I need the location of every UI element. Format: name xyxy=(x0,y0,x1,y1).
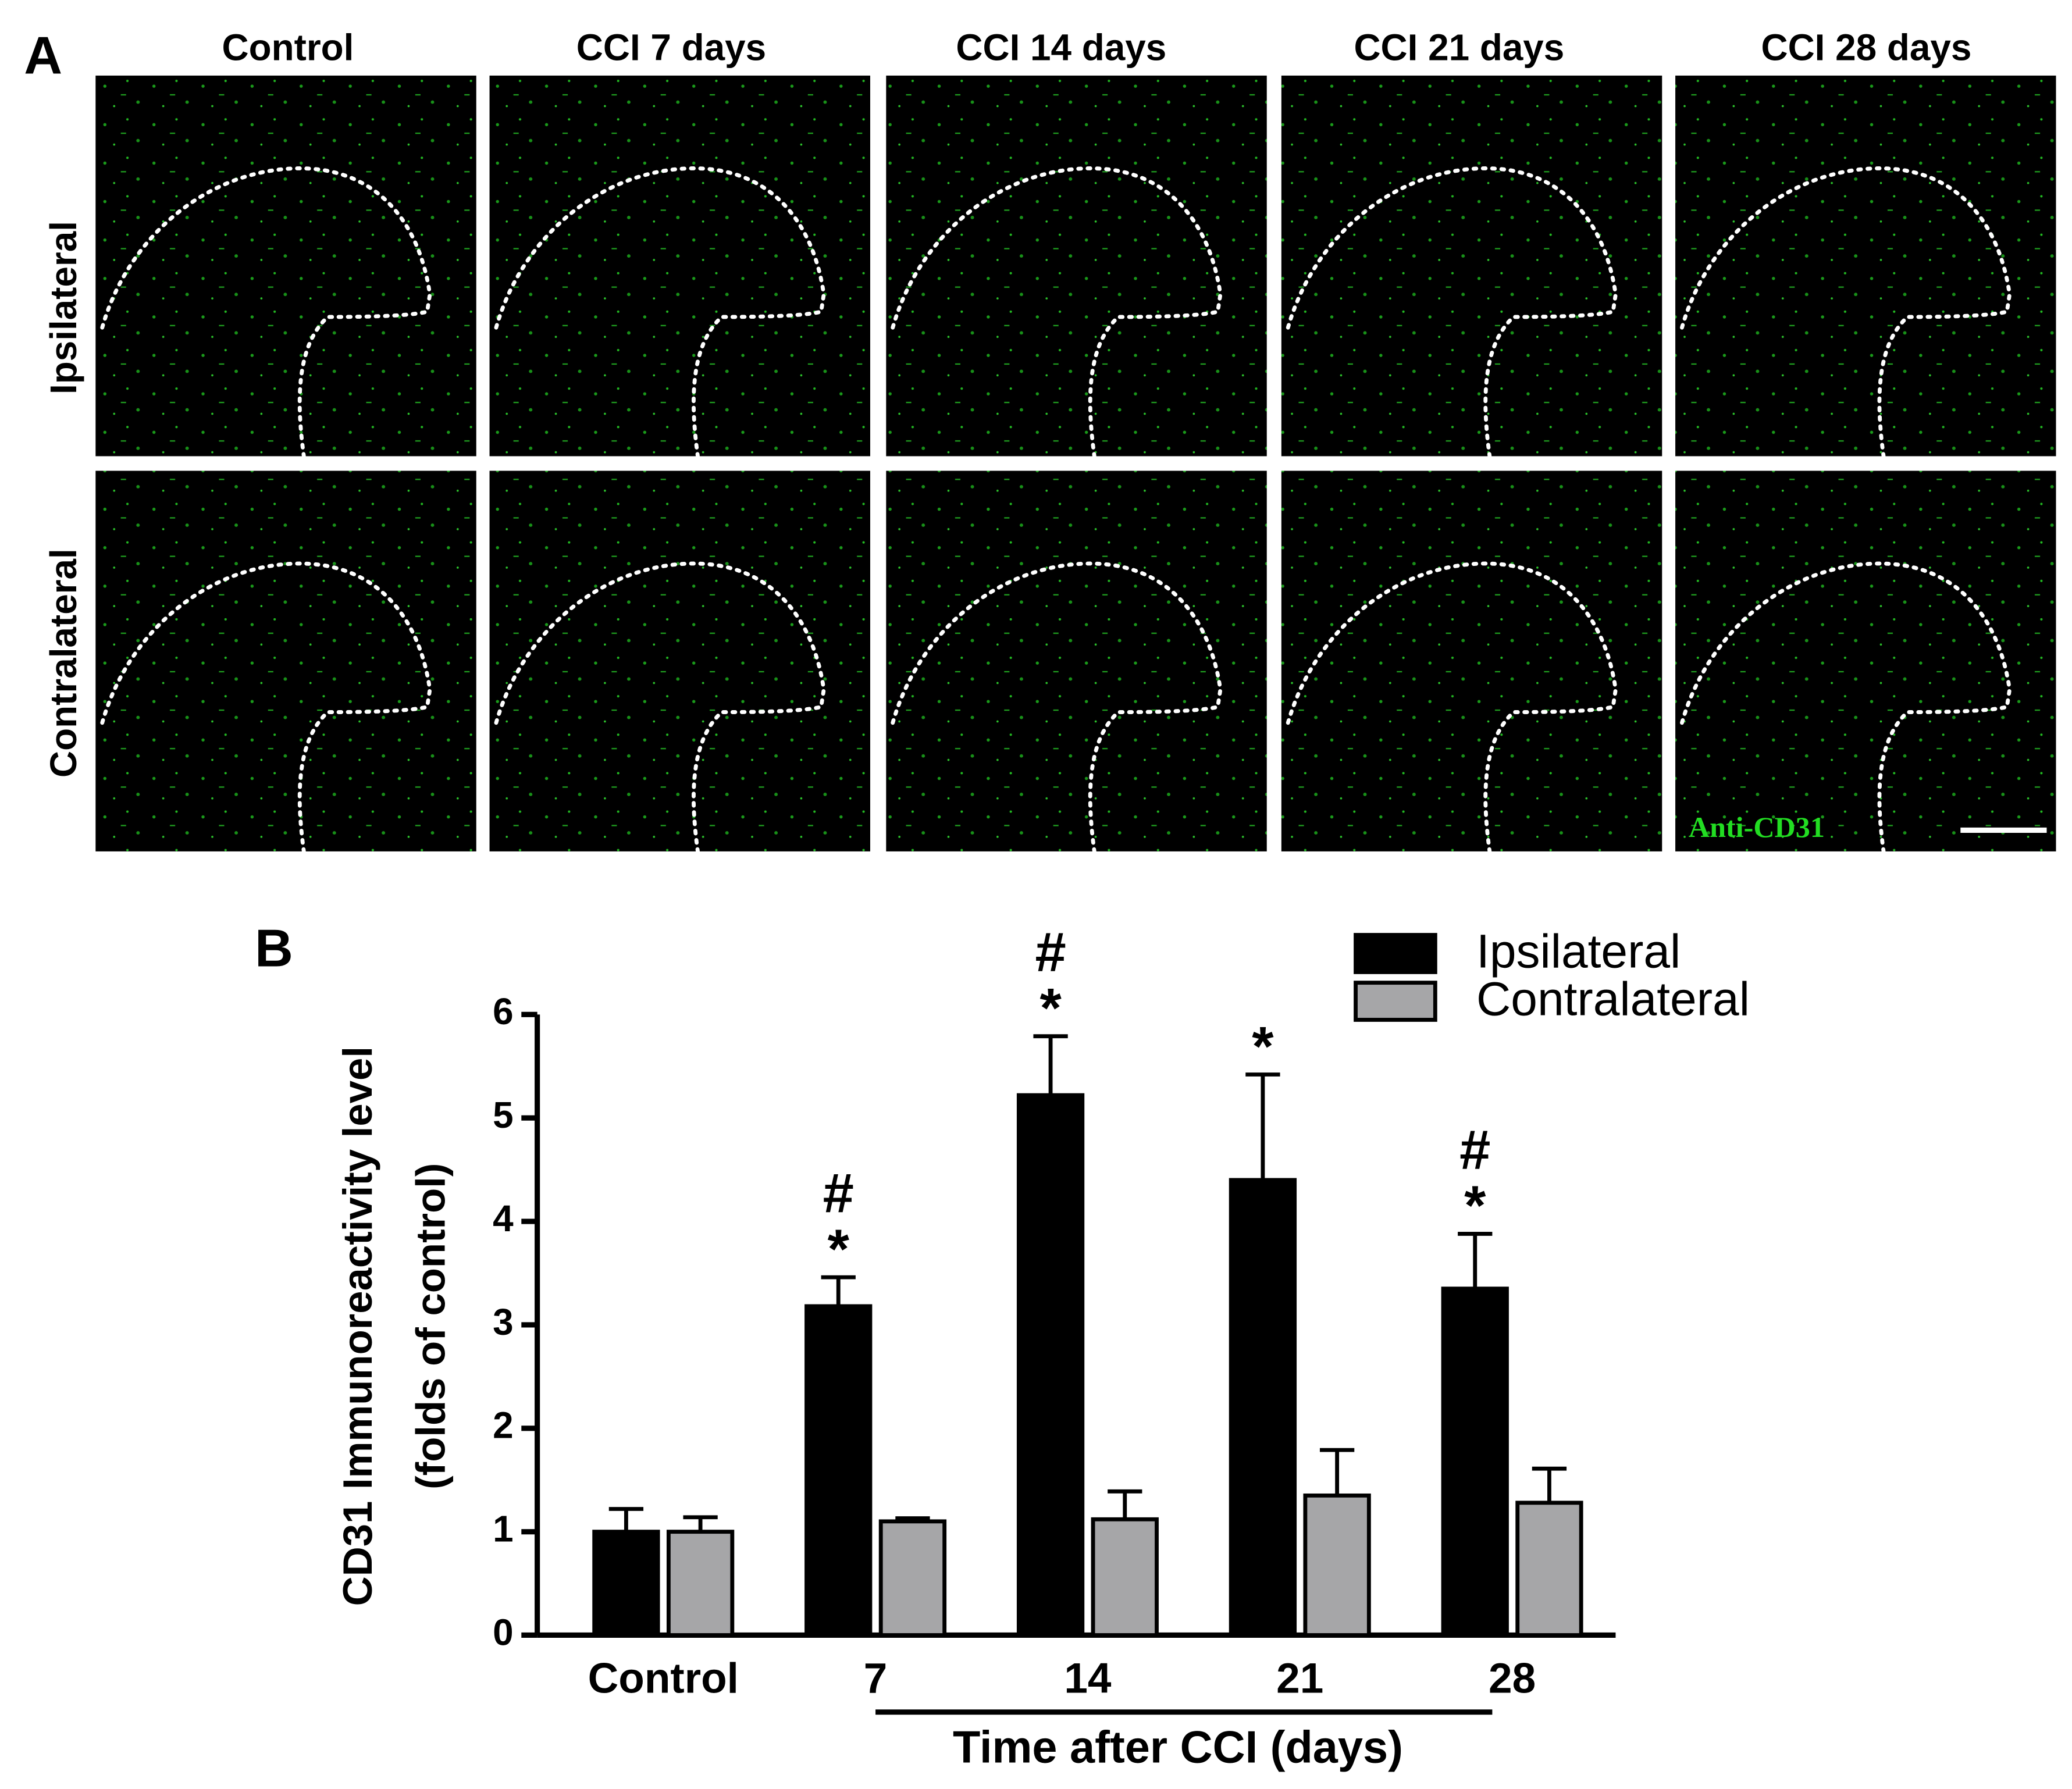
significance-marker: # xyxy=(1035,921,1066,983)
x-tick-label: 14 xyxy=(1064,1655,1112,1702)
dorsal-horn-outline xyxy=(891,561,1223,854)
dorsal-horn-outline xyxy=(100,561,432,854)
significance-marker: # xyxy=(823,1163,854,1225)
x-tick-label: 7 xyxy=(864,1655,888,1702)
micrograph xyxy=(1675,75,2056,457)
bar xyxy=(1515,1501,1583,1637)
y-tick-label: 6 xyxy=(493,990,514,1032)
y-tick-label: 5 xyxy=(493,1094,514,1136)
y-axis-label: (folds of control) xyxy=(407,1163,453,1489)
significance-marker: * xyxy=(1464,1175,1486,1237)
panel-b: B CD31 Immunoreactivity level (folds of … xyxy=(255,918,1750,1772)
bar xyxy=(1016,1093,1085,1637)
micrograph xyxy=(886,75,1267,457)
bar xyxy=(592,1530,660,1637)
bar xyxy=(1441,1286,1509,1637)
column-title: CCI 7 days xyxy=(576,27,766,69)
significance-marker: * xyxy=(828,1218,850,1280)
dorsal-horn-outline xyxy=(1286,166,1618,458)
column-title: CCI 14 days xyxy=(956,27,1166,69)
significance-marker: # xyxy=(1459,1119,1490,1181)
legend-swatch xyxy=(1354,933,1437,974)
micrograph xyxy=(1281,75,1662,457)
legend-label: Ipsilateral xyxy=(1476,925,1681,978)
significance-marker: * xyxy=(1252,1015,1274,1078)
micrograph xyxy=(1281,471,1662,851)
micrograph xyxy=(886,471,1267,851)
column-title: CCI 28 days xyxy=(1761,27,1971,69)
bar xyxy=(1229,1178,1297,1637)
dorsal-horn-outline xyxy=(1286,561,1618,854)
x-axis-label: Time after CCI (days) xyxy=(953,1722,1403,1772)
dorsal-horn-outline xyxy=(494,561,826,854)
bar xyxy=(1091,1517,1159,1637)
row-label: Contralateral xyxy=(42,548,84,778)
significance-marker: * xyxy=(1039,977,1062,1039)
bar xyxy=(666,1530,735,1637)
micrograph xyxy=(95,471,476,851)
column-title: Control xyxy=(222,27,354,69)
micrograph xyxy=(489,471,870,851)
panel-label: A xyxy=(24,26,62,85)
dorsal-horn-outline xyxy=(1680,166,2012,458)
x-tick-label: Control xyxy=(588,1655,739,1702)
x-tick-label: 28 xyxy=(1489,1655,1536,1702)
panel-a: Control CCI 7 days CCI 14 days CCI 21 days C… xyxy=(42,27,2056,854)
y-axis-label: CD31 Immunoreactivity level xyxy=(334,1046,380,1606)
x-tick-label: 21 xyxy=(1276,1655,1323,1702)
bar xyxy=(1303,1493,1371,1637)
column-title: CCI 21 days xyxy=(1354,27,1564,69)
y-tick-label: 2 xyxy=(493,1405,514,1446)
panel-label: B xyxy=(255,918,293,978)
stain-label: Anti-CD31 xyxy=(1689,811,1825,843)
y-tick-label: 3 xyxy=(493,1301,514,1343)
y-tick-label: 0 xyxy=(493,1611,514,1653)
micrograph xyxy=(1675,471,2056,851)
legend-label: Contralateral xyxy=(1476,973,1750,1026)
micrograph xyxy=(95,75,476,457)
dorsal-horn-outline xyxy=(1680,561,2012,854)
y-tick-label: 1 xyxy=(493,1508,514,1549)
bar xyxy=(878,1519,947,1637)
bar xyxy=(804,1304,873,1637)
micrograph xyxy=(489,75,870,457)
row-label: Ipsilateral xyxy=(42,221,84,394)
legend-swatch xyxy=(1354,981,1437,1022)
dorsal-horn-outline xyxy=(494,166,826,458)
dorsal-horn-outline xyxy=(891,166,1223,458)
y-tick-label: 4 xyxy=(493,1198,514,1239)
dorsal-horn-outline xyxy=(100,166,432,458)
